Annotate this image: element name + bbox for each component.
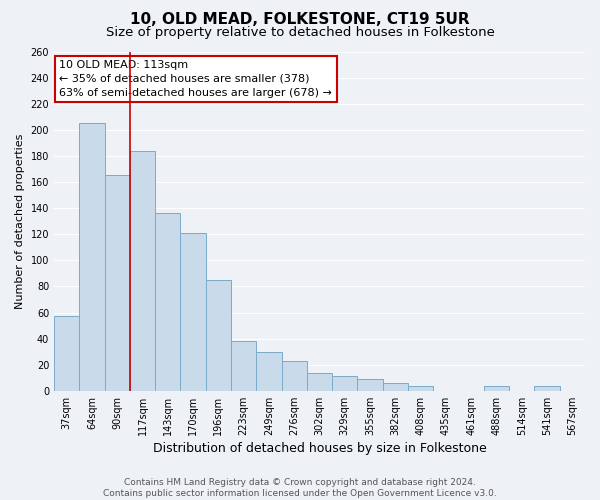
Bar <box>408 386 433 391</box>
Bar <box>281 361 307 391</box>
Bar <box>231 341 256 391</box>
X-axis label: Distribution of detached houses by size in Folkestone: Distribution of detached houses by size … <box>152 442 487 455</box>
Bar <box>358 379 383 391</box>
Bar <box>332 376 358 391</box>
Bar <box>206 280 231 391</box>
Bar <box>155 214 181 391</box>
Bar <box>181 233 206 391</box>
Bar <box>256 352 281 391</box>
Bar <box>535 386 560 391</box>
Text: Size of property relative to detached houses in Folkestone: Size of property relative to detached ho… <box>106 26 494 39</box>
Bar <box>104 176 130 391</box>
Bar <box>79 124 104 391</box>
Text: 10, OLD MEAD, FOLKESTONE, CT19 5UR: 10, OLD MEAD, FOLKESTONE, CT19 5UR <box>130 12 470 28</box>
Text: Contains HM Land Registry data © Crown copyright and database right 2024.
Contai: Contains HM Land Registry data © Crown c… <box>103 478 497 498</box>
Text: 10 OLD MEAD: 113sqm
← 35% of detached houses are smaller (378)
63% of semi-detac: 10 OLD MEAD: 113sqm ← 35% of detached ho… <box>59 60 332 98</box>
Bar <box>383 383 408 391</box>
Y-axis label: Number of detached properties: Number of detached properties <box>15 134 25 309</box>
Bar <box>54 316 79 391</box>
Bar <box>130 150 155 391</box>
Bar <box>307 372 332 391</box>
Bar <box>484 386 509 391</box>
